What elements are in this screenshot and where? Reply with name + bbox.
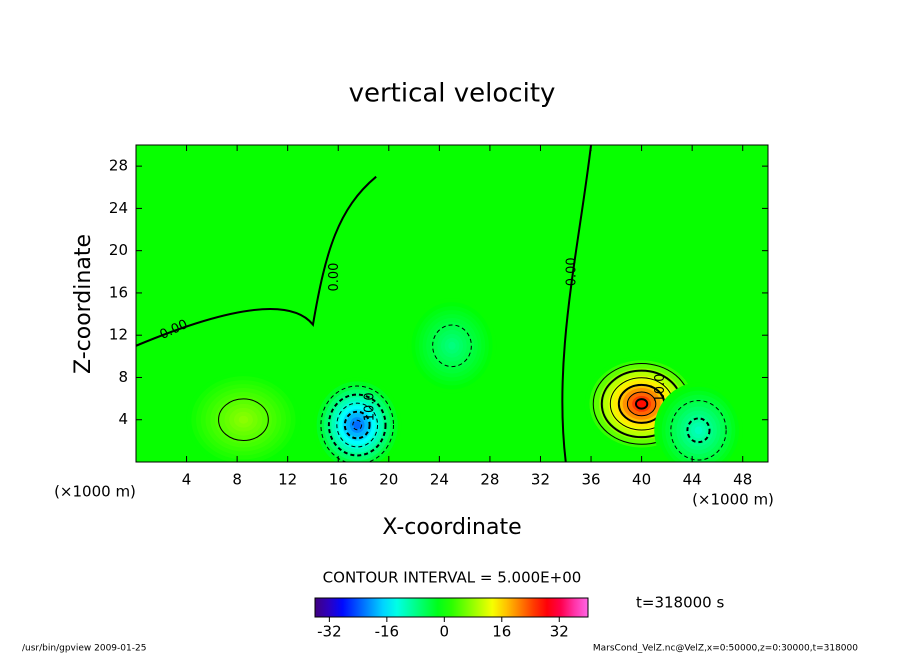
y-tick-label: 20 — [109, 241, 128, 259]
x-tick-label: 16 — [329, 471, 348, 489]
field-extremum — [654, 382, 743, 462]
plot-area — [136, 145, 768, 462]
x-tick-label: 44 — [683, 471, 702, 489]
colorbar-tick-label: 32 — [550, 623, 569, 641]
zero-contour — [136, 175, 377, 347]
contour-line — [343, 410, 371, 440]
plot-frame — [135, 144, 769, 463]
x-tick-label: 8 — [232, 471, 242, 489]
contour-line — [352, 419, 363, 431]
footer-left: /usr/bin/gpview 2009-01-25 — [22, 644, 146, 654]
y-tick-label: 28 — [109, 157, 128, 175]
contour-line — [670, 400, 727, 461]
field-extremum — [186, 372, 301, 462]
x-tick-label: 32 — [531, 471, 550, 489]
y-tick-label: 8 — [118, 368, 128, 386]
y-tick-label: 16 — [109, 283, 128, 301]
field-level — [238, 415, 249, 424]
x-tick-label: 12 — [278, 471, 297, 489]
y-tick-label: 12 — [109, 326, 128, 344]
field-level — [694, 426, 703, 435]
contour-line — [320, 385, 394, 462]
contour-line — [626, 391, 657, 417]
colorbar-tick-label: -16 — [375, 623, 400, 641]
contour-line — [432, 324, 472, 368]
footer-right: MarsCond_VelZ.nc@VelZ,x=0:50000,z=0:3000… — [593, 644, 858, 654]
x-tick-label: 28 — [480, 471, 499, 489]
y-tick-label: 24 — [109, 199, 128, 217]
contour-line — [218, 398, 269, 442]
contour-interval: CONTOUR INTERVAL = 5.000E+00 — [323, 569, 582, 587]
colorbar-tick-label: 0 — [440, 623, 450, 641]
colorbar-tick-label: -32 — [317, 623, 342, 641]
contour-label: 0.00 — [327, 263, 342, 292]
x-tick-label: 36 — [581, 471, 600, 489]
field-extremum — [407, 298, 497, 394]
time-label: t=318000 s — [636, 594, 724, 612]
x-tick-label: 24 — [430, 471, 449, 489]
x-tick-label: 48 — [733, 471, 752, 489]
x-axis-label: X-coordinate — [382, 515, 521, 540]
colorbar-tick-label: 16 — [492, 623, 511, 641]
field-level — [448, 341, 456, 350]
contour-label: 10.0 — [653, 374, 668, 403]
x-tick-label: 4 — [182, 471, 192, 489]
x-tick-label: 40 — [632, 471, 651, 489]
x-tick-label: 20 — [379, 471, 398, 489]
field-extremum — [312, 377, 402, 462]
contour-line — [336, 402, 379, 448]
chart-title: vertical velocity — [349, 79, 556, 109]
y-axis-label: Z-coordinate — [71, 234, 96, 374]
y-unit: (×1000 m) — [54, 483, 136, 501]
contour-line — [634, 398, 649, 410]
x-unit: (×1000 m) — [692, 491, 774, 509]
zero-contour — [561, 145, 593, 462]
y-tick-label: 4 — [118, 410, 128, 428]
contour-label: -10.0 — [362, 392, 377, 426]
contour-label: 0.00 — [565, 257, 580, 286]
colorbar — [314, 597, 589, 618]
contour-line — [327, 393, 387, 457]
field-level — [353, 421, 361, 429]
field-level — [636, 399, 647, 408]
contour-line — [686, 417, 711, 444]
